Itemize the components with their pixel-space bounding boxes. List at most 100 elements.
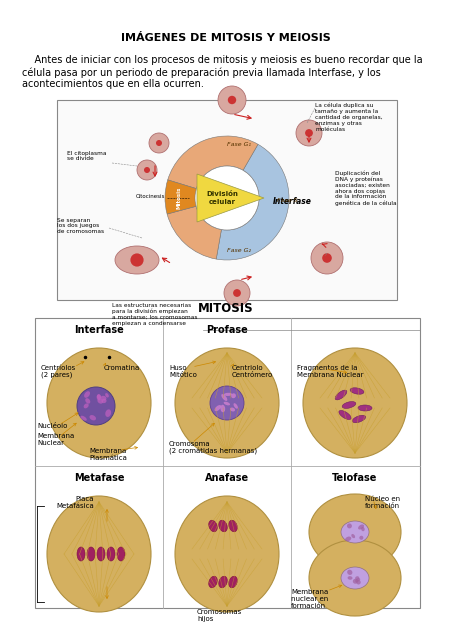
Ellipse shape <box>209 576 217 588</box>
Ellipse shape <box>97 399 103 404</box>
Text: Fase G₂: Fase G₂ <box>227 248 251 253</box>
Ellipse shape <box>229 576 237 588</box>
Ellipse shape <box>341 521 369 543</box>
Ellipse shape <box>210 386 244 420</box>
Text: Duplicación del
DNA y proteínas
asociadas; existen
ahora dos copias
de la inform: Duplicación del DNA y proteínas asociada… <box>335 170 397 206</box>
Ellipse shape <box>218 86 246 114</box>
Ellipse shape <box>87 547 95 561</box>
Text: Las estructuras necesarias
para la división empiezan
a montarse; los cromosomas
: Las estructuras necesarias para la divis… <box>112 303 198 326</box>
Ellipse shape <box>342 401 356 408</box>
Wedge shape <box>216 144 289 260</box>
Circle shape <box>156 140 162 146</box>
Text: Fase G₁: Fase G₁ <box>227 143 251 147</box>
Ellipse shape <box>353 579 358 584</box>
Ellipse shape <box>224 393 232 396</box>
Ellipse shape <box>311 242 343 274</box>
Text: Telofase: Telofase <box>333 473 378 483</box>
Ellipse shape <box>359 536 363 540</box>
Ellipse shape <box>219 520 227 532</box>
Ellipse shape <box>97 394 101 399</box>
Text: Cromosomas
hijos: Cromosomas hijos <box>197 609 242 622</box>
Circle shape <box>130 253 144 267</box>
Ellipse shape <box>355 576 359 580</box>
Text: Huso
Mitótico: Huso Mitótico <box>169 365 197 378</box>
Wedge shape <box>165 180 227 214</box>
Circle shape <box>144 167 150 173</box>
Ellipse shape <box>352 534 355 538</box>
Ellipse shape <box>309 494 401 570</box>
Text: Profase: Profase <box>206 325 248 335</box>
Text: La célula duplica su
tamaño y aumenta la
cantidad de organelas,
enzimas y otras
: La célula duplica su tamaño y aumenta la… <box>315 103 383 132</box>
Ellipse shape <box>215 405 221 411</box>
Text: Nucléolo: Nucléolo <box>37 423 67 429</box>
Ellipse shape <box>358 524 364 529</box>
Text: Cromosoma
(2 cromátidas hermanas): Cromosoma (2 cromátidas hermanas) <box>169 441 257 455</box>
Text: Interfase: Interfase <box>273 196 312 205</box>
Polygon shape <box>197 174 264 222</box>
Text: Placa
Metafásica: Placa Metafásica <box>56 496 94 509</box>
Text: El citoplasma
se divide: El citoplasma se divide <box>67 150 106 161</box>
Text: Centriolo
Centrómero: Centriolo Centrómero <box>232 365 273 378</box>
Ellipse shape <box>117 547 125 561</box>
Ellipse shape <box>105 410 111 417</box>
Ellipse shape <box>84 403 89 408</box>
Text: División
celular: División celular <box>206 191 238 205</box>
Text: Interfase: Interfase <box>74 325 124 335</box>
Text: Se separan
los dos juegos
de cromosomas: Se separan los dos juegos de cromosomas <box>57 218 104 234</box>
Text: Anafase: Anafase <box>205 473 249 483</box>
Text: Cromatina: Cromatina <box>104 365 140 371</box>
Ellipse shape <box>303 348 407 458</box>
Ellipse shape <box>47 348 151 458</box>
Ellipse shape <box>358 405 372 411</box>
Ellipse shape <box>221 404 225 412</box>
Ellipse shape <box>345 536 351 541</box>
Ellipse shape <box>224 402 230 405</box>
Circle shape <box>228 96 236 104</box>
Ellipse shape <box>115 246 159 274</box>
Text: Membrana
Nuclear: Membrana Nuclear <box>37 433 74 446</box>
Ellipse shape <box>230 408 235 412</box>
Text: MITOSIS: MITOSIS <box>198 301 254 314</box>
Text: Membrana
nuclear en
formación: Membrana nuclear en formación <box>291 589 328 609</box>
Text: Centríolos
(2 pares): Centríolos (2 pares) <box>41 365 76 378</box>
Text: acontecimientos que en ella ocurren.: acontecimientos que en ella ocurren. <box>22 79 204 89</box>
Ellipse shape <box>149 133 169 153</box>
Text: Fase S: Fase S <box>277 198 297 202</box>
Text: Mitosis: Mitosis <box>177 187 182 209</box>
Ellipse shape <box>84 391 90 398</box>
Ellipse shape <box>96 394 101 401</box>
Ellipse shape <box>80 416 87 420</box>
Ellipse shape <box>350 388 364 394</box>
Ellipse shape <box>101 399 106 403</box>
Ellipse shape <box>175 348 279 458</box>
Text: Núcleo en
formación: Núcleo en formación <box>365 496 400 509</box>
Ellipse shape <box>107 547 115 561</box>
Ellipse shape <box>347 570 352 575</box>
Ellipse shape <box>175 496 279 612</box>
Ellipse shape <box>309 540 401 616</box>
Ellipse shape <box>347 524 352 529</box>
Ellipse shape <box>90 415 96 420</box>
Ellipse shape <box>335 390 347 400</box>
Ellipse shape <box>137 160 157 180</box>
Ellipse shape <box>356 580 361 584</box>
Ellipse shape <box>234 403 238 409</box>
Ellipse shape <box>229 520 237 532</box>
Ellipse shape <box>47 496 151 612</box>
Ellipse shape <box>347 576 352 580</box>
Ellipse shape <box>97 547 105 561</box>
Ellipse shape <box>224 280 250 306</box>
Text: Fragmentos de la
Membrana Nuclear: Fragmentos de la Membrana Nuclear <box>297 365 363 378</box>
Text: célula pasa por un periodo de preparación previa llamada Interfase, y los: célula pasa por un periodo de preparació… <box>22 67 381 77</box>
Ellipse shape <box>85 398 90 404</box>
Ellipse shape <box>219 576 227 588</box>
Ellipse shape <box>341 567 369 589</box>
Circle shape <box>233 289 241 297</box>
Text: Antes de iniciar con los procesos de mitosis y meiosis es bueno recordar que la: Antes de iniciar con los procesos de mit… <box>22 55 423 65</box>
Ellipse shape <box>231 394 236 398</box>
Text: Membrana
Plasmática: Membrana Plasmática <box>89 448 127 461</box>
FancyBboxPatch shape <box>57 100 397 300</box>
Ellipse shape <box>209 520 217 532</box>
Wedge shape <box>168 136 258 189</box>
Circle shape <box>195 166 259 230</box>
